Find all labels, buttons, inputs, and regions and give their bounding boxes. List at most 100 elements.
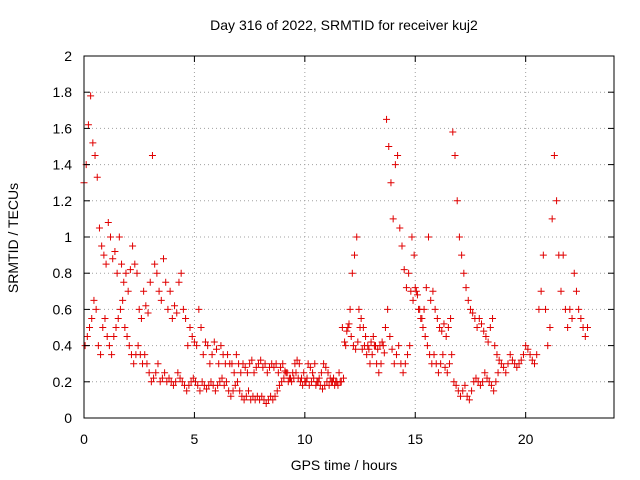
data-point <box>146 278 154 286</box>
data-point <box>134 342 142 350</box>
data-point <box>206 360 214 368</box>
data-point <box>347 333 355 341</box>
data-point <box>375 369 383 377</box>
data-point <box>104 219 112 227</box>
data-point <box>105 342 113 350</box>
data-point <box>174 369 182 377</box>
data-point <box>399 369 407 377</box>
data-point <box>343 327 351 335</box>
data-point <box>121 324 129 331</box>
data-point <box>83 333 91 341</box>
data-point <box>423 342 431 350</box>
data-point <box>557 287 565 295</box>
data-point <box>161 369 169 377</box>
data-point <box>365 345 373 353</box>
data-point <box>142 302 150 310</box>
data-point <box>311 360 319 368</box>
data-point <box>517 356 525 364</box>
data-point <box>252 363 260 371</box>
y-tick-label: 1.6 <box>53 120 73 136</box>
data-point <box>564 324 572 331</box>
data-point <box>429 287 437 295</box>
data-point <box>402 284 410 292</box>
data-point <box>452 381 460 389</box>
data-point <box>524 345 532 353</box>
data-point <box>155 287 163 295</box>
data-point <box>263 369 271 377</box>
y-tick-label: 0.6 <box>53 301 73 317</box>
y-tick-label: 0.4 <box>53 338 73 354</box>
y-tick-label: 0.8 <box>53 265 73 281</box>
data-point <box>286 374 294 382</box>
data-point <box>115 233 123 241</box>
data-point <box>409 296 417 304</box>
data-point <box>194 381 202 389</box>
data-point <box>358 345 366 353</box>
data-point <box>469 309 477 317</box>
data-point <box>352 345 360 353</box>
data-point <box>568 314 576 322</box>
data-point <box>153 269 161 277</box>
x-tick-label: 10 <box>297 431 313 447</box>
data-point <box>101 314 109 322</box>
data-point <box>354 338 362 346</box>
data-point <box>515 360 523 368</box>
data-point <box>320 360 328 368</box>
data-point <box>108 351 116 359</box>
data-point <box>572 287 580 295</box>
data-point <box>102 260 110 268</box>
data-point <box>353 233 361 241</box>
data-point <box>175 278 183 286</box>
data-point <box>380 349 388 357</box>
data-point <box>366 360 374 368</box>
x-axis-label: GPS time / hours <box>291 457 398 473</box>
data-point <box>258 392 266 400</box>
data-point <box>533 351 541 359</box>
data-point <box>395 342 403 350</box>
x-tick-label: 5 <box>191 431 199 447</box>
data-point <box>309 369 317 377</box>
data-point <box>526 351 534 359</box>
data-point <box>230 369 238 377</box>
data-point <box>277 363 285 371</box>
y-axis-label: SRMTID / TECUs <box>5 183 21 293</box>
data-point <box>143 360 151 368</box>
data-point <box>129 242 137 250</box>
y-tick-label: 1.2 <box>53 193 73 209</box>
data-point <box>466 305 474 313</box>
data-point <box>341 338 349 346</box>
data-point <box>168 314 176 322</box>
data-point <box>91 152 99 160</box>
data-point <box>570 269 578 277</box>
data-point <box>100 251 108 259</box>
data-point <box>145 369 153 377</box>
data-point <box>274 369 282 377</box>
data-point <box>386 333 394 341</box>
data-point <box>178 378 186 386</box>
data-point <box>279 360 287 368</box>
data-point <box>364 342 372 350</box>
data-point <box>239 360 247 368</box>
data-point <box>462 284 470 292</box>
data-point <box>465 396 473 404</box>
data-point <box>313 378 321 386</box>
data-point <box>269 396 277 404</box>
data-point <box>259 363 267 371</box>
data-point <box>482 333 490 341</box>
data-point <box>124 287 132 295</box>
data-point <box>140 287 148 295</box>
data-point <box>119 296 127 304</box>
x-tick-label: 0 <box>80 431 88 447</box>
data-point <box>111 247 119 255</box>
data-point <box>485 378 493 386</box>
data-point <box>162 278 170 286</box>
data-point <box>193 342 201 350</box>
data-point <box>513 363 521 371</box>
data-point <box>378 338 386 346</box>
axis-ticks <box>83 55 614 419</box>
data-point <box>348 269 356 277</box>
data-point <box>273 387 281 395</box>
data-point <box>306 363 314 371</box>
data-point <box>182 314 190 322</box>
data-point <box>408 233 416 241</box>
